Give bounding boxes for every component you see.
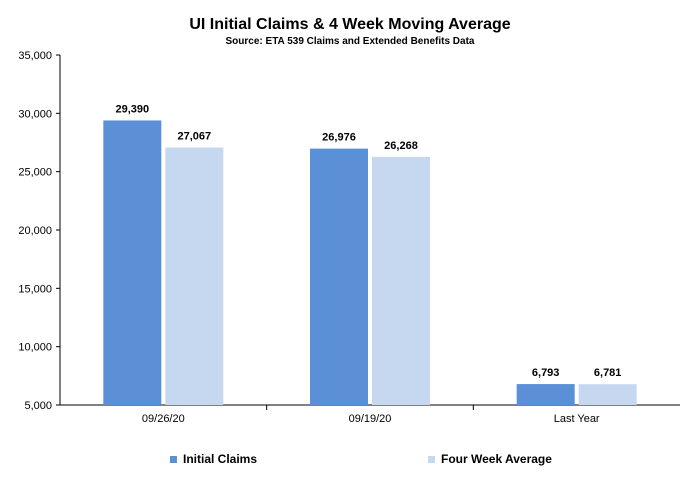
chart-subtitle: Source: ETA 539 Claims and Extended Bene…	[225, 36, 475, 47]
data-label: 27,067	[178, 131, 212, 143]
x-tick-label: 09/19/20	[349, 413, 392, 425]
bar-four-week-average	[578, 384, 637, 405]
bar-initial-claims	[103, 120, 162, 405]
data-label: 6,781	[594, 367, 622, 379]
chart-title: UI Initial Claims & 4 Week Moving Averag…	[189, 16, 511, 33]
y-tick-label: 30,000	[18, 108, 52, 120]
y-tick-label: 5,000	[24, 400, 52, 412]
data-label: 26,268	[384, 140, 418, 152]
y-tick-label: 15,000	[18, 283, 52, 295]
data-label: 6,793	[532, 367, 560, 379]
y-tick-label: 25,000	[18, 167, 52, 179]
legend-item-four-week-average: Four Week Average	[428, 452, 552, 466]
bar-initial-claims	[310, 148, 368, 405]
legend-swatch-initial-claims	[170, 455, 177, 463]
legend-label-initial-claims: Initial Claims	[183, 452, 258, 466]
y-tick-label: 35,000	[18, 50, 52, 62]
bar-four-week-average	[372, 156, 430, 405]
y-tick-label: 20,000	[18, 225, 52, 237]
data-label: 26,976	[322, 132, 356, 144]
bar-initial-claims	[516, 384, 575, 405]
x-tick-label: 09/26/20	[142, 413, 185, 425]
x-tick-label: Last Year	[554, 413, 600, 425]
data-label: 29,390	[116, 103, 150, 115]
legend-swatch-four-week-average	[428, 455, 435, 463]
legend-item-initial-claims: Initial Claims	[170, 452, 257, 466]
legend-label-four-week-average: Four Week Average	[441, 452, 552, 466]
y-tick-label: 10,000	[18, 342, 52, 354]
bar-four-week-average	[165, 147, 224, 405]
